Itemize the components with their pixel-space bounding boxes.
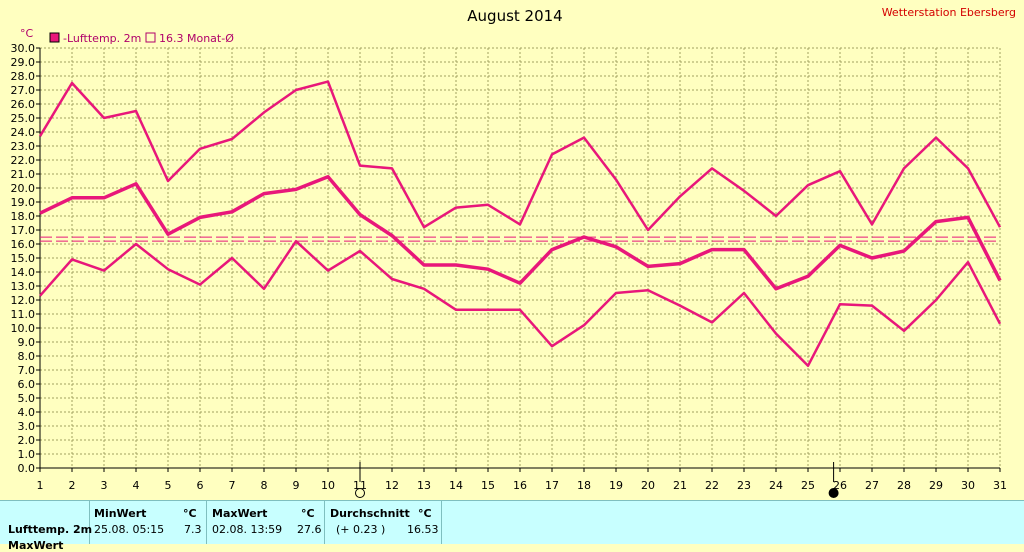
max-datetime: 02.08. 13:59 [212, 523, 283, 536]
x-tick-label: 27 [865, 479, 879, 492]
column-divider [324, 501, 325, 544]
y-tick-label: 17.0 [11, 224, 36, 237]
min-unit: °C [183, 507, 197, 520]
y-tick-label: 14.0 [11, 266, 36, 279]
y-tick-label: 3.0 [18, 420, 36, 433]
x-tick-label: 15 [481, 479, 495, 492]
x-tick-label: 10 [321, 479, 335, 492]
y-tick-label: 22.0 [11, 154, 36, 167]
x-tick-label: 5 [165, 479, 172, 492]
y-tick-label: 1.0 [18, 448, 36, 461]
y-tick-label: 9.0 [18, 336, 36, 349]
y-tick-label: 5.0 [18, 392, 36, 405]
y-tick-label: 27.0 [11, 84, 36, 97]
y-tick-label: 8.0 [18, 350, 36, 363]
x-tick-label: 9 [293, 479, 300, 492]
station-name: Wetterstation Ebersberg [882, 6, 1016, 19]
y-axis-unit: °C [20, 27, 34, 40]
x-tick-label: 6 [197, 479, 204, 492]
y-tick-label: 11.0 [11, 308, 36, 321]
x-tick-label: 18 [577, 479, 591, 492]
x-tick-label: 23 [737, 479, 751, 492]
avg-delta: (+ 0.23 ) [336, 523, 386, 536]
x-tick-label: 14 [449, 479, 463, 492]
column-divider [206, 501, 207, 544]
x-tick-label: 28 [897, 479, 911, 492]
max-unit: °C [301, 507, 315, 520]
y-tick-label: 29.0 [11, 56, 36, 69]
legend-series-swatch [49, 32, 60, 43]
x-tick-label: 19 [609, 479, 623, 492]
x-tick-label: 3 [101, 479, 108, 492]
row2-label: MaxWert [8, 539, 64, 552]
x-tick-label: 7 [229, 479, 236, 492]
full-moon-icon [355, 488, 365, 498]
x-tick-label: 11 [353, 479, 367, 492]
x-tick-label: 24 [769, 479, 783, 492]
series-line-min [39, 239, 1002, 368]
new-moon-icon [828, 488, 839, 498]
legend-series-label: -Lufttemp. 2m [63, 32, 141, 45]
y-tick-label: 10.0 [11, 322, 36, 335]
avg-value: 16.53 [407, 523, 439, 536]
y-tick-label: 28.0 [11, 70, 36, 83]
min-header: MinWert [94, 507, 147, 520]
y-tick-label: 0.0 [18, 462, 36, 475]
series-line-max [38, 80, 1002, 232]
x-tick-label: 31 [993, 479, 1007, 492]
x-tick-label: 20 [641, 479, 655, 492]
x-tick-label: 21 [673, 479, 687, 492]
column-divider [441, 501, 442, 544]
max-header: MaxWert [212, 507, 268, 520]
y-tick-label: 23.0 [11, 140, 36, 153]
column-divider [89, 501, 90, 544]
plot-area: 0.01.02.03.04.05.06.07.08.09.010.011.012… [11, 42, 1007, 498]
y-tick-label: 7.0 [18, 364, 36, 377]
y-tick-label: 26.0 [11, 98, 36, 111]
temperature-chart: August 2014 Wetterstation Ebersberg -Luf… [11, 6, 1016, 498]
x-tick-label: 8 [261, 479, 268, 492]
y-tick-label: 2.0 [18, 434, 36, 447]
y-tick-label: 20.0 [11, 182, 36, 195]
y-tick-label: 30.0 [11, 42, 36, 55]
x-tick-label: 29 [929, 479, 943, 492]
x-tick-label: 13 [417, 479, 431, 492]
min-datetime: 25.08. 05:15 [94, 523, 165, 536]
avg-unit: °C [418, 507, 432, 520]
x-tick-label: 16 [513, 479, 527, 492]
x-tick-label: 22 [705, 479, 719, 492]
legend: -Lufttemp. 2m 16.3 Monat-Ø [49, 32, 234, 45]
avg-header: Durchschnitt [330, 507, 410, 520]
x-tick-label: 17 [545, 479, 559, 492]
y-tick-label: 15.0 [11, 252, 36, 265]
x-tick-label: 12 [385, 479, 399, 492]
x-tick-label: 30 [961, 479, 975, 492]
x-tick-label: 25 [801, 479, 815, 492]
y-tick-label: 21.0 [11, 168, 36, 181]
y-tick-label: 6.0 [18, 378, 36, 391]
y-tick-label: 13.0 [11, 280, 36, 293]
legend-mean-label: 16.3 Monat-Ø [159, 32, 234, 45]
legend-mean-swatch [145, 32, 156, 43]
y-tick-label: 25.0 [11, 112, 36, 125]
row-label: Lufttemp. 2m [8, 523, 93, 536]
chart-title: August 2014 [467, 7, 562, 25]
y-tick-label: 18.0 [11, 210, 36, 223]
max-value: 27.6 [297, 523, 322, 536]
y-tick-label: 12.0 [11, 294, 36, 307]
min-value: 7.3 [184, 523, 202, 536]
y-tick-label: 4.0 [18, 406, 36, 419]
x-tick-label: 26 [833, 479, 847, 492]
y-tick-label: 16.0 [11, 238, 36, 251]
series-line-mittel [39, 175, 1002, 291]
y-tick-label: 24.0 [11, 126, 36, 139]
statistics-table: MinWert °C MaxWert °C Durchschnitt °C Lu… [0, 500, 1024, 552]
x-tick-label: 2 [69, 479, 76, 492]
x-tick-label: 1 [37, 479, 44, 492]
y-tick-label: 19.0 [11, 196, 36, 209]
x-tick-label: 4 [133, 479, 140, 492]
